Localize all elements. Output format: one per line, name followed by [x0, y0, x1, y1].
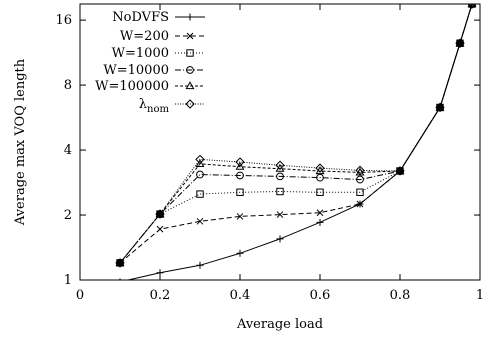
- plus-marker: [236, 249, 244, 257]
- cross-marker: [186, 32, 194, 40]
- diamond-marker: [235, 157, 245, 167]
- x-axis-ticks: 0 0.2 0.4 0.6 0.8 1: [76, 4, 484, 303]
- series-line: [119, 4, 473, 264]
- square-marker: [316, 188, 324, 196]
- triangle-marker: [195, 159, 205, 168]
- plus-marker: [119, 278, 121, 280]
- overlap-marker: [396, 167, 404, 175]
- plot-frame: [79, 3, 481, 281]
- y-axis-ticks: 1 2 4 8 16: [55, 13, 480, 288]
- series-line: [119, 4, 473, 264]
- square-marker: [236, 188, 244, 196]
- triangle-marker: [185, 81, 195, 90]
- series-1: [116, 4, 476, 267]
- x-tick-label: 0: [76, 288, 84, 303]
- series-4: [115, 4, 477, 267]
- cross-marker: [356, 200, 364, 208]
- x-axis-label: Average load: [236, 317, 323, 332]
- circle-marker: [316, 173, 324, 182]
- legend-label-w200: W=200: [120, 29, 169, 44]
- circle-marker: [236, 171, 244, 180]
- series-line: [126, 4, 473, 280]
- square-marker: [196, 190, 204, 198]
- overlap-marker: [156, 210, 164, 218]
- overlap-marker: [436, 103, 444, 111]
- x-tick-label: 0.2: [150, 288, 171, 303]
- series-layer: [115, 4, 477, 280]
- plus-marker: [186, 13, 194, 21]
- series-0: [119, 4, 476, 280]
- x-tick-label: 0.4: [230, 288, 251, 303]
- overlap-marker: [456, 39, 464, 47]
- legend-label-w10000: W=10000: [103, 63, 169, 78]
- square-marker: [276, 187, 284, 196]
- diamond-marker: [275, 160, 285, 170]
- diamond-marker: [467, 4, 477, 9]
- square-marker: [186, 49, 194, 57]
- series-line: [119, 4, 473, 264]
- plus-marker: [196, 261, 204, 269]
- cross-marker: [196, 217, 204, 225]
- overlap-marker: [116, 259, 124, 267]
- x-tick-label: 0.6: [310, 288, 331, 303]
- circle-marker: [356, 175, 364, 184]
- series-line: [119, 4, 473, 264]
- legend-label-w100000: W=100000: [95, 79, 169, 94]
- y-tick-label: 16: [55, 13, 72, 28]
- cross-marker: [236, 213, 244, 220]
- series-line: [119, 4, 473, 264]
- y-tick-label: 1: [64, 273, 72, 288]
- x-tick-label: 1: [476, 288, 484, 303]
- y-tick-label: 8: [64, 78, 72, 93]
- square-marker: [356, 188, 364, 196]
- circle-marker: [196, 170, 204, 179]
- cross-marker: [316, 209, 324, 217]
- legend-samples: [175, 13, 205, 109]
- series-3: [116, 4, 476, 267]
- cross-marker: [276, 211, 284, 218]
- series-2: [116, 4, 476, 267]
- overlap-markers: [116, 39, 464, 267]
- circle-marker: [276, 172, 284, 181]
- y-axis-label: Average max VOQ length: [13, 58, 28, 226]
- triangle-marker: [467, 4, 477, 8]
- plus-marker: [316, 218, 324, 226]
- legend: NoDVFS W=200 W=1000 W=10000 W=100000 λno…: [95, 10, 205, 115]
- circle-marker: [186, 66, 194, 74]
- legend-label-nom-subscript: nom: [147, 104, 169, 115]
- y-tick-label: 2: [64, 208, 72, 223]
- cross-marker: [156, 225, 164, 233]
- legend-label-lambda: λ: [139, 97, 147, 112]
- diamond-marker: [185, 99, 195, 109]
- diamond-marker: [355, 165, 365, 176]
- plus-marker: [156, 269, 164, 277]
- x-tick-label: 0.8: [390, 288, 411, 303]
- series-5: [115, 4, 477, 268]
- diamond-marker: [315, 163, 325, 173]
- plus-marker: [276, 235, 284, 243]
- legend-label-nodvfs: NoDVFS: [112, 10, 169, 25]
- legend-label-w1000: W=1000: [112, 46, 169, 61]
- triangle-marker: [275, 163, 285, 172]
- triangle-marker: [235, 161, 245, 170]
- y-tick-label: 4: [64, 143, 72, 158]
- legend-label-lambda-nom: λnom: [139, 97, 170, 115]
- diamond-marker: [195, 154, 205, 165]
